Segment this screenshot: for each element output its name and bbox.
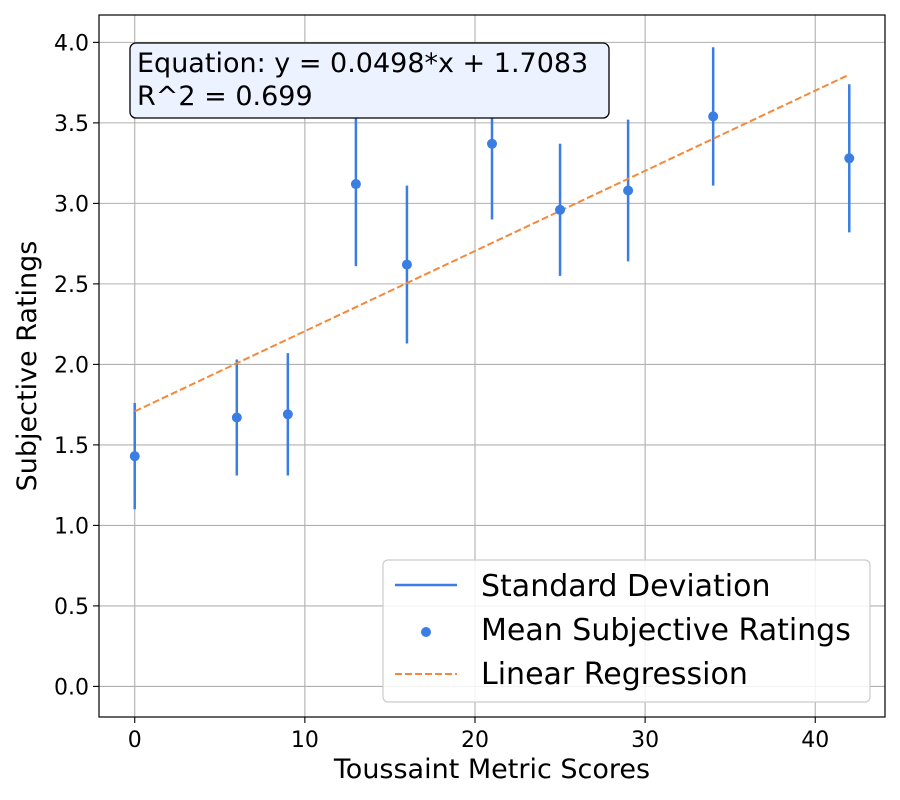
x-tick-label: 20 [461, 728, 489, 753]
x-axis-ticks: 0 10 20 30 40 [128, 717, 829, 753]
data-point [282, 409, 293, 420]
legend-std-dev-label: Standard Deviation [481, 569, 771, 604]
annotation-box [129, 42, 610, 119]
plot-frame [98, 14, 886, 718]
x-tick-label: 10 [291, 728, 319, 753]
x-tick-label: 0 [128, 728, 142, 753]
annotation-r-squared: R^2 = 0.699 [137, 81, 313, 112]
legend: Standard Deviation Mean Subjective Ratin… [382, 559, 871, 703]
y-tick-label: 2.5 [54, 273, 89, 298]
data-points [129, 111, 855, 462]
annotation-equation: Equation: y = 0.0498*x + 1.7083 [137, 48, 588, 79]
data-point [555, 204, 566, 215]
legend-regression-label: Linear Regression [481, 657, 748, 692]
y-tick-label: 1.0 [54, 514, 89, 539]
data-point [844, 153, 855, 164]
y-tick-label: 3.0 [54, 192, 89, 217]
x-axis-label: Toussaint Metric Scores [333, 754, 650, 785]
y-axis-ticks: 0.0 0.5 1.0 1.5 2.0 2.5 3.0 3.5 4.0 [54, 31, 99, 700]
data-point [129, 451, 140, 462]
y-tick-label: 0.5 [54, 595, 89, 620]
data-point [401, 259, 412, 270]
y-axis-label: Subjective Ratings [12, 241, 43, 492]
y-tick-label: 2.0 [54, 353, 89, 378]
equation-annotation: Equation: y = 0.0498*x + 1.7083 R^2 = 0.… [129, 42, 610, 119]
y-tick-label: 1.5 [54, 434, 89, 459]
data-point [487, 138, 497, 149]
y-tick-label: 0.0 [54, 675, 89, 700]
data-point [350, 179, 361, 190]
legend-box [382, 559, 871, 703]
y-tick-label: 4.0 [54, 31, 89, 56]
legend-mean-swatch [421, 627, 431, 637]
legend-mean-label: Mean Subjective Ratings [481, 613, 851, 648]
regression-line [134, 73, 850, 413]
x-tick-label: 40 [801, 728, 829, 753]
data-point [231, 412, 242, 423]
data-point [623, 185, 634, 196]
x-tick-label: 30 [631, 728, 659, 753]
y-tick-label: 3.5 [54, 112, 89, 137]
regression-line-path [134, 73, 850, 413]
data-point [708, 111, 719, 122]
